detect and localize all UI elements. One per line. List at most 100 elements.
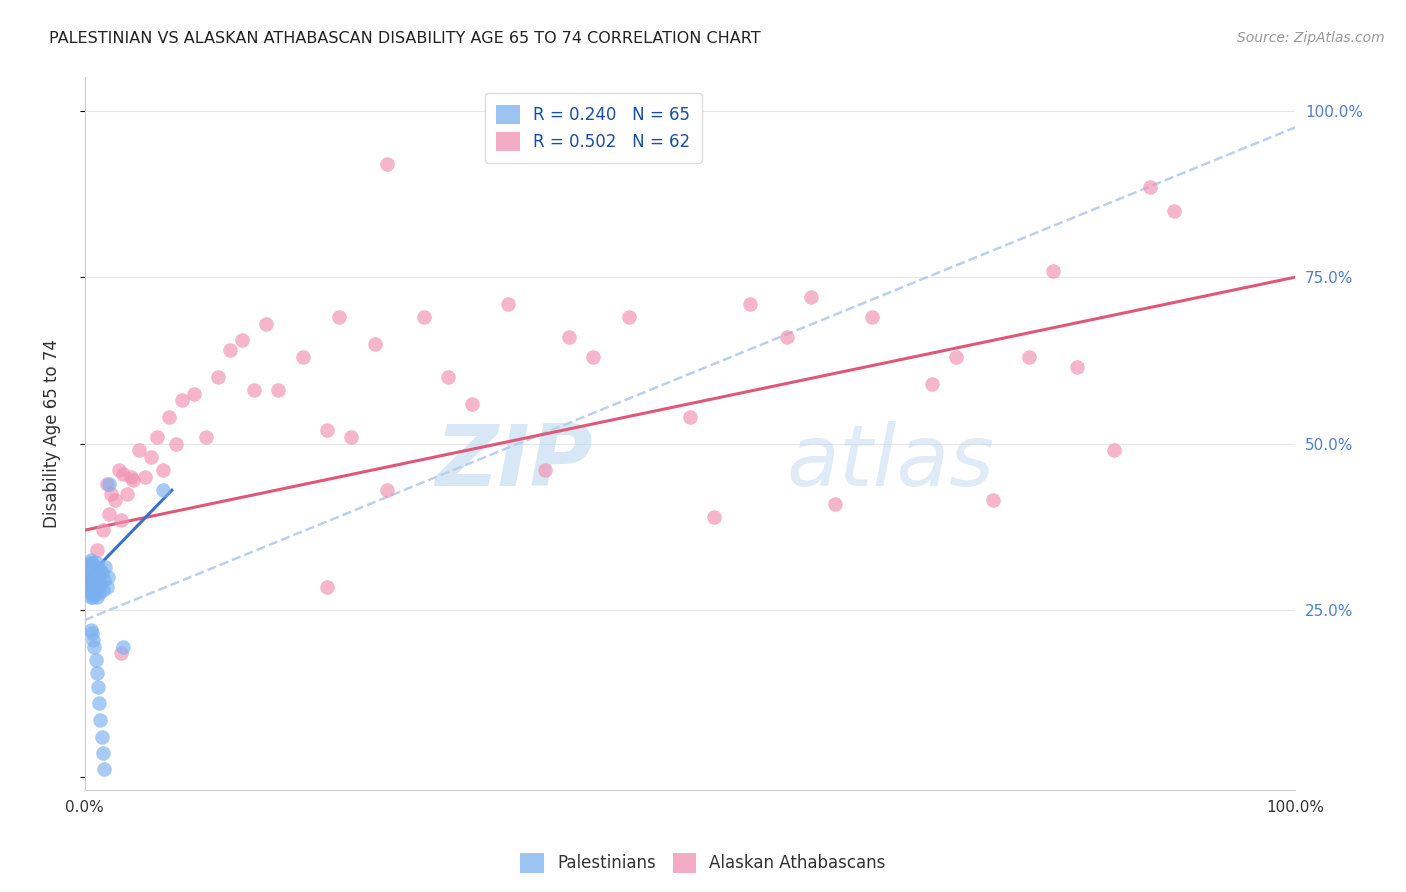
Point	[1102, 443, 1125, 458]
Point	[267, 384, 290, 398]
Point	[77, 580, 100, 594]
Point	[84, 559, 107, 574]
Point	[84, 583, 107, 598]
Point	[254, 317, 277, 331]
Point	[128, 443, 150, 458]
Point	[679, 409, 702, 424]
Point	[79, 586, 101, 600]
Point	[83, 563, 105, 577]
Point	[134, 470, 156, 484]
Point	[82, 570, 104, 584]
Point	[498, 297, 520, 311]
Point	[315, 580, 337, 594]
Point	[112, 640, 135, 654]
Point	[981, 493, 1004, 508]
Y-axis label: Disability Age 65 to 74: Disability Age 65 to 74	[44, 339, 60, 528]
Point	[79, 576, 101, 591]
Point	[93, 573, 115, 587]
Point	[96, 476, 118, 491]
Point	[80, 583, 103, 598]
Point	[207, 370, 229, 384]
Point	[80, 566, 103, 581]
Point	[159, 409, 181, 424]
Point	[776, 330, 799, 344]
Point	[231, 334, 253, 348]
Legend: Palestinians, Alaskan Athabascans: Palestinians, Alaskan Athabascans	[513, 847, 893, 880]
Point	[112, 467, 135, 481]
Point	[76, 573, 98, 587]
Point	[79, 557, 101, 571]
Point	[582, 350, 605, 364]
Point	[89, 586, 111, 600]
Point	[194, 430, 217, 444]
Point	[84, 570, 107, 584]
Point	[94, 559, 117, 574]
Point	[80, 563, 103, 577]
Text: Source: ZipAtlas.com: Source: ZipAtlas.com	[1237, 31, 1385, 45]
Point	[97, 476, 120, 491]
Point	[533, 463, 555, 477]
Point	[86, 566, 108, 581]
Point	[921, 376, 943, 391]
Point	[89, 713, 111, 727]
Point	[1018, 350, 1040, 364]
Point	[97, 570, 120, 584]
Point	[80, 557, 103, 571]
Point	[84, 653, 107, 667]
Point	[82, 559, 104, 574]
Point	[619, 310, 641, 325]
Point	[104, 493, 127, 508]
Point	[340, 430, 363, 444]
Point	[82, 573, 104, 587]
Point	[1066, 360, 1088, 375]
Point	[84, 573, 107, 587]
Point	[219, 343, 242, 358]
Point	[740, 297, 762, 311]
Point	[79, 570, 101, 584]
Point	[80, 566, 103, 581]
Point	[110, 646, 132, 660]
Point	[80, 553, 103, 567]
Point	[93, 762, 115, 776]
Point	[461, 397, 484, 411]
Point	[243, 384, 266, 398]
Point	[77, 559, 100, 574]
Point	[83, 640, 105, 654]
Point	[86, 666, 108, 681]
Point	[152, 463, 174, 477]
Point	[80, 590, 103, 604]
Point	[96, 580, 118, 594]
Point	[100, 486, 122, 500]
Point	[183, 386, 205, 401]
Point	[80, 559, 103, 574]
Point	[120, 470, 142, 484]
Point	[152, 483, 174, 498]
Point	[82, 633, 104, 648]
Point	[165, 436, 187, 450]
Point	[90, 730, 112, 744]
Point	[83, 580, 105, 594]
Point	[170, 393, 193, 408]
Point	[375, 483, 398, 498]
Point	[80, 573, 103, 587]
Point	[558, 330, 581, 344]
Point	[87, 680, 110, 694]
Point	[91, 746, 114, 760]
Point	[80, 623, 103, 637]
Point	[87, 580, 110, 594]
Point	[141, 450, 163, 464]
Point	[83, 586, 105, 600]
Point	[375, 157, 398, 171]
Point	[86, 557, 108, 571]
Point	[87, 573, 110, 587]
Point	[80, 626, 103, 640]
Point	[412, 310, 434, 325]
Point	[945, 350, 967, 364]
Legend: R = 0.240   N = 65, R = 0.502   N = 62: R = 0.240 N = 65, R = 0.502 N = 62	[485, 93, 702, 163]
Point	[328, 310, 350, 325]
Text: ZIP: ZIP	[436, 421, 593, 504]
Point	[146, 430, 169, 444]
Point	[91, 583, 114, 598]
Point	[86, 590, 108, 604]
Point	[89, 696, 111, 710]
